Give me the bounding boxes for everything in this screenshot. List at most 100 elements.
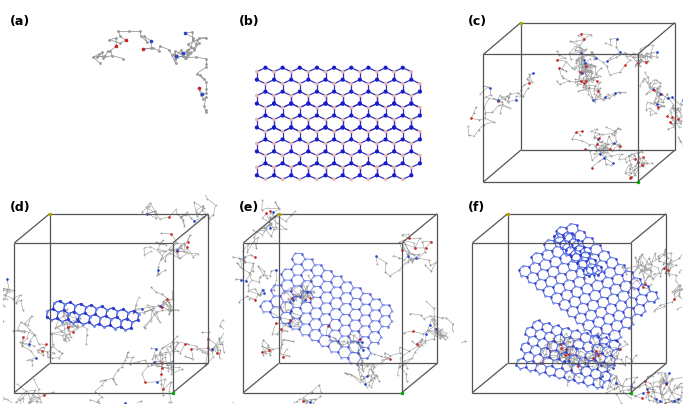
Point — [576, 330, 587, 337]
Point — [324, 311, 335, 317]
Point — [536, 326, 547, 333]
Point — [308, 294, 319, 301]
Point — [589, 376, 600, 382]
Point — [414, 112, 425, 119]
Point — [336, 333, 347, 339]
Point — [251, 164, 262, 171]
Point — [337, 116, 348, 123]
Point — [346, 152, 357, 159]
Point — [374, 296, 385, 303]
Point — [251, 172, 262, 179]
Point — [288, 293, 299, 300]
Point — [638, 302, 649, 309]
Point — [596, 294, 607, 300]
Point — [559, 234, 570, 241]
Point — [542, 283, 553, 289]
Point — [112, 308, 123, 315]
Point — [127, 319, 138, 325]
Point — [295, 136, 306, 143]
Point — [353, 306, 364, 313]
Point — [621, 268, 632, 274]
Point — [570, 283, 581, 290]
Point — [286, 148, 297, 155]
Point — [269, 77, 279, 83]
Point — [524, 264, 535, 270]
Point — [366, 339, 377, 345]
Point — [90, 311, 101, 318]
Point — [575, 336, 586, 342]
Point — [312, 176, 323, 183]
Point — [362, 344, 373, 351]
Point — [397, 112, 408, 119]
Point — [380, 128, 391, 135]
Point — [406, 140, 416, 147]
Point — [269, 282, 279, 288]
Point — [572, 380, 583, 387]
Point — [69, 308, 80, 315]
Point — [546, 328, 557, 335]
Point — [555, 351, 566, 357]
Point — [260, 176, 271, 183]
Point — [552, 341, 563, 348]
Point — [380, 176, 391, 183]
Point — [523, 279, 534, 286]
Point — [371, 92, 382, 99]
Point — [546, 247, 557, 254]
Point — [320, 92, 331, 99]
Point — [371, 148, 382, 155]
Point — [286, 77, 297, 83]
Point — [539, 335, 550, 342]
Point — [558, 296, 569, 303]
Point — [373, 318, 384, 324]
Point — [614, 282, 625, 288]
Point — [397, 128, 408, 135]
Point — [543, 237, 553, 243]
Point — [251, 116, 262, 123]
Point — [547, 324, 558, 330]
Point — [618, 308, 629, 315]
Point — [345, 360, 356, 367]
Point — [373, 307, 384, 313]
Point — [564, 266, 575, 273]
Point — [546, 263, 557, 269]
Point — [569, 231, 580, 238]
Point — [597, 315, 608, 321]
Point — [296, 261, 307, 268]
Point — [347, 295, 358, 302]
Point — [579, 340, 590, 346]
Point — [303, 321, 314, 327]
Point — [549, 371, 560, 378]
Point — [320, 140, 331, 147]
Point — [286, 100, 297, 107]
Point — [560, 271, 571, 277]
Point — [534, 276, 545, 282]
Point — [269, 140, 279, 147]
Point — [580, 373, 590, 380]
Point — [284, 320, 295, 327]
Point — [547, 299, 558, 306]
Point — [294, 326, 305, 333]
Point — [377, 312, 388, 319]
Point — [312, 152, 323, 159]
Point — [309, 272, 320, 279]
Point — [540, 369, 551, 375]
Point — [277, 320, 288, 326]
Point — [582, 263, 593, 270]
Point — [566, 253, 577, 260]
Point — [597, 268, 608, 275]
Point — [388, 100, 399, 107]
Point — [305, 288, 316, 295]
Point — [327, 305, 338, 312]
Point — [648, 299, 659, 305]
Point — [346, 128, 357, 135]
Point — [364, 290, 375, 297]
Point — [534, 351, 545, 357]
Point — [278, 298, 289, 305]
Point — [65, 299, 76, 305]
Point — [328, 284, 339, 290]
Point — [551, 228, 562, 234]
Point — [588, 271, 599, 278]
Point — [303, 77, 314, 83]
Point — [588, 270, 599, 276]
Point — [601, 334, 612, 341]
